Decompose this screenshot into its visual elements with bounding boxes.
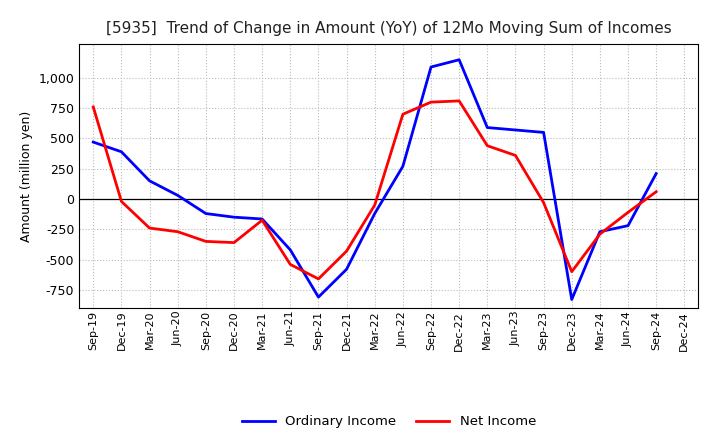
- Ordinary Income: [230, 215, 238, 220]
- Net Income: [342, 249, 351, 254]
- Ordinary Income: [258, 216, 266, 222]
- Net Income: [483, 143, 492, 148]
- Ordinary Income: [89, 139, 98, 145]
- Legend: Ordinary Income, Net Income: Ordinary Income, Net Income: [242, 415, 536, 428]
- Net Income: [314, 276, 323, 282]
- Net Income: [652, 189, 660, 194]
- Net Income: [230, 240, 238, 245]
- Ordinary Income: [455, 57, 464, 62]
- Net Income: [539, 200, 548, 205]
- Ordinary Income: [511, 127, 520, 132]
- Net Income: [427, 99, 436, 105]
- Net Income: [624, 210, 632, 215]
- Ordinary Income: [427, 64, 436, 70]
- Net Income: [258, 217, 266, 223]
- Line: Ordinary Income: Ordinary Income: [94, 60, 656, 300]
- Net Income: [202, 239, 210, 244]
- Y-axis label: Amount (million yen): Amount (million yen): [20, 110, 33, 242]
- Ordinary Income: [483, 125, 492, 130]
- Ordinary Income: [314, 294, 323, 300]
- Net Income: [89, 104, 98, 110]
- Net Income: [174, 229, 182, 235]
- Ordinary Income: [567, 297, 576, 302]
- Ordinary Income: [370, 211, 379, 216]
- Line: Net Income: Net Income: [94, 101, 656, 279]
- Net Income: [455, 98, 464, 103]
- Ordinary Income: [595, 229, 604, 235]
- Ordinary Income: [117, 149, 126, 154]
- Net Income: [511, 153, 520, 158]
- Ordinary Income: [145, 178, 154, 183]
- Ordinary Income: [399, 164, 408, 169]
- Net Income: [595, 231, 604, 237]
- Net Income: [117, 199, 126, 204]
- Ordinary Income: [202, 211, 210, 216]
- Ordinary Income: [286, 247, 294, 253]
- Net Income: [399, 112, 408, 117]
- Ordinary Income: [174, 193, 182, 198]
- Ordinary Income: [539, 130, 548, 135]
- Ordinary Income: [652, 171, 660, 176]
- Title: [5935]  Trend of Change in Amount (YoY) of 12Mo Moving Sum of Incomes: [5935] Trend of Change in Amount (YoY) o…: [106, 21, 672, 36]
- Net Income: [567, 269, 576, 274]
- Net Income: [286, 262, 294, 267]
- Net Income: [370, 202, 379, 208]
- Ordinary Income: [342, 267, 351, 272]
- Net Income: [145, 225, 154, 231]
- Ordinary Income: [624, 223, 632, 228]
